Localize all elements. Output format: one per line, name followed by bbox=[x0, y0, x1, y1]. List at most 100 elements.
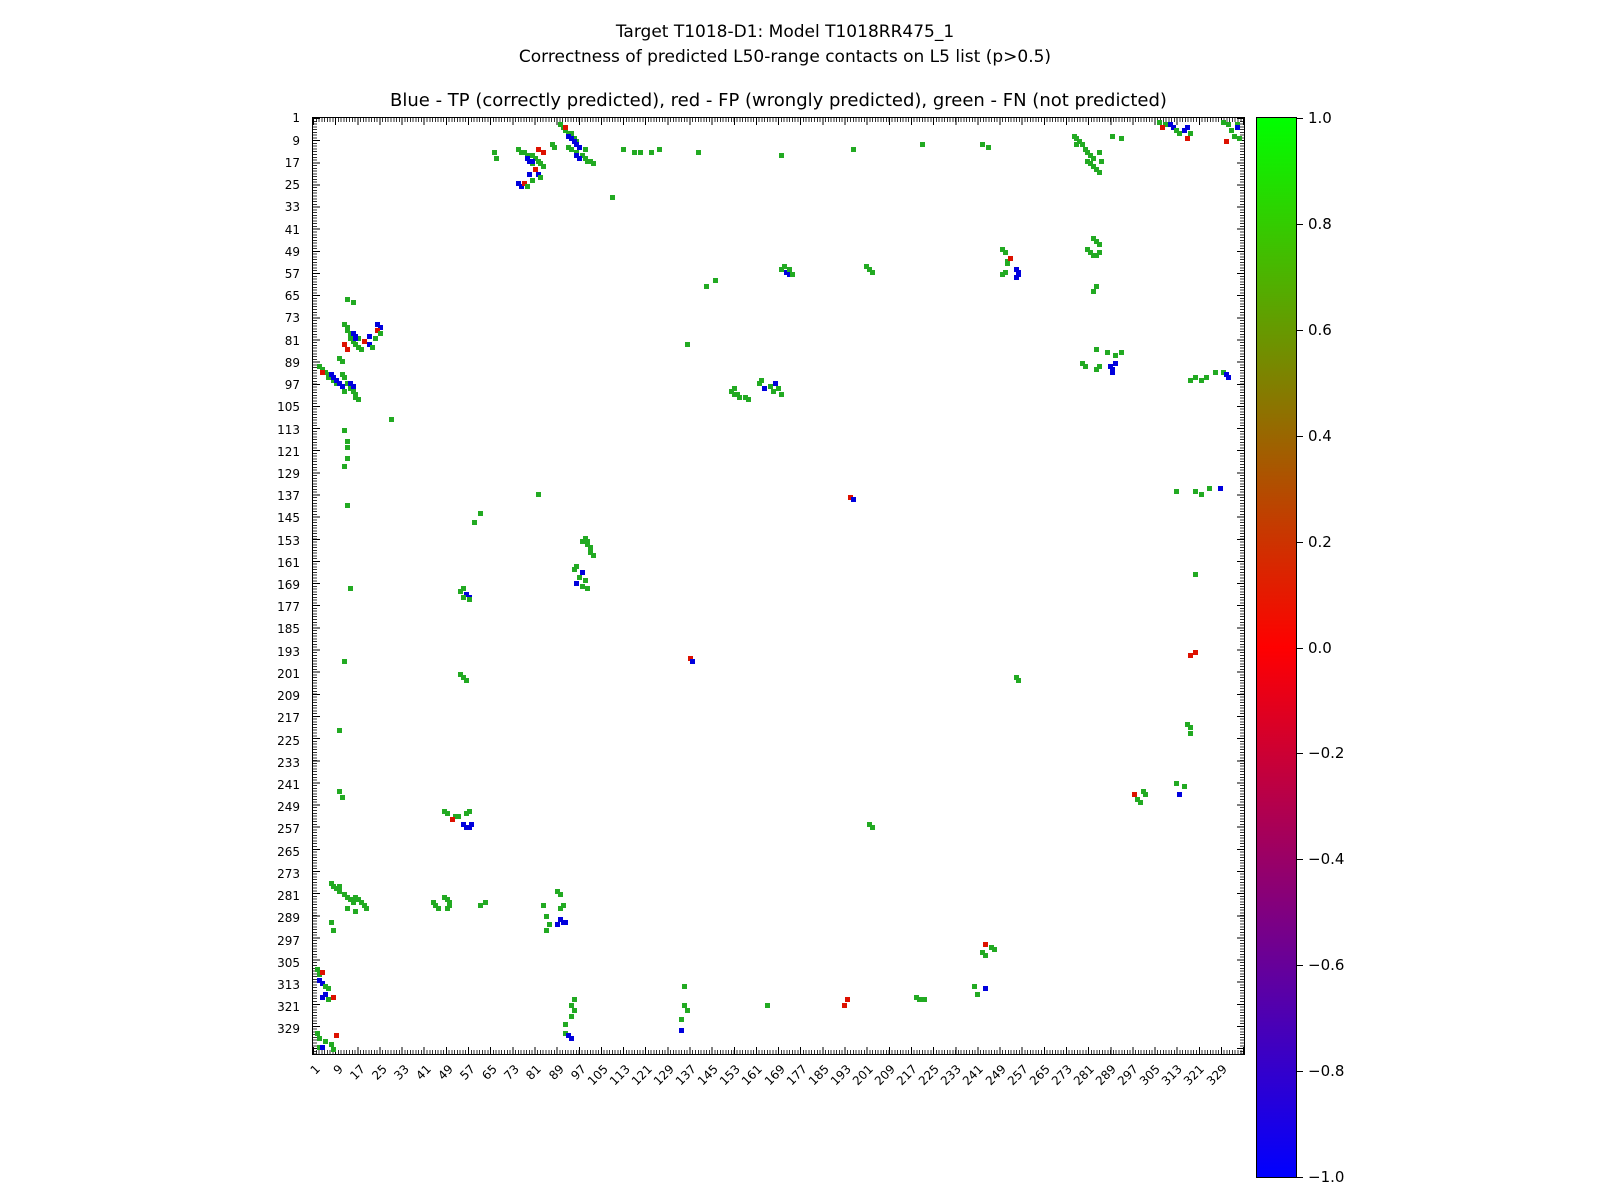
axes-title: Blue - TP (correctly predicted), red - F… bbox=[390, 90, 1167, 111]
data-point-fn bbox=[1090, 253, 1096, 258]
data-point-fp bbox=[361, 339, 367, 345]
data-point-fn bbox=[734, 391, 740, 397]
data-point-fn bbox=[461, 594, 467, 600]
data-point-fn bbox=[444, 897, 450, 903]
data-point-fn bbox=[590, 161, 596, 167]
data-point-fn bbox=[637, 150, 643, 156]
y-tick-label: 161 bbox=[277, 555, 300, 570]
data-point-fn bbox=[770, 389, 776, 395]
data-point-fn bbox=[1013, 675, 1019, 681]
data-point-fn bbox=[585, 541, 591, 547]
data-point-tp bbox=[463, 591, 469, 597]
data-point-fn bbox=[560, 902, 566, 908]
data-point-fn bbox=[317, 972, 323, 978]
y-tick-label: 9 bbox=[292, 133, 300, 148]
data-point-fp bbox=[345, 347, 350, 353]
data-point-tp bbox=[1234, 125, 1240, 131]
data-point-tp bbox=[466, 825, 472, 831]
data-point-fn bbox=[1090, 155, 1096, 161]
data-point-tp bbox=[524, 155, 530, 161]
data-point-fn bbox=[1193, 572, 1199, 578]
data-point-fn bbox=[345, 444, 350, 450]
data-point-fn bbox=[574, 139, 580, 145]
data-point-fn bbox=[1198, 378, 1204, 383]
data-point-fn bbox=[458, 672, 464, 678]
figure-title-line2: Correctness of predicted L50-range conta… bbox=[518, 46, 1052, 67]
data-point-fn bbox=[579, 153, 585, 158]
data-point-fn bbox=[983, 952, 989, 958]
data-point-fn bbox=[322, 369, 328, 375]
data-point-fn bbox=[582, 577, 588, 583]
data-point-fn bbox=[695, 150, 701, 156]
data-point-fn bbox=[980, 141, 986, 147]
data-point-tp bbox=[320, 1044, 326, 1050]
data-point-tp bbox=[1016, 269, 1022, 275]
y-tick-label: 249 bbox=[277, 800, 300, 815]
y-tick-label: 81 bbox=[284, 333, 300, 348]
data-point-fn bbox=[342, 322, 348, 328]
data-point-fn bbox=[585, 539, 591, 545]
data-point-fn bbox=[1135, 797, 1141, 803]
data-point-fn bbox=[742, 394, 748, 400]
data-point-fn bbox=[986, 144, 991, 150]
y-tick-label: 41 bbox=[284, 222, 300, 237]
colorbar-tick-mark bbox=[1297, 329, 1303, 331]
colorbar-tick-mark bbox=[1297, 859, 1303, 861]
y-tick-label: 241 bbox=[277, 778, 300, 792]
data-point-fn bbox=[461, 675, 467, 681]
data-point-fn bbox=[353, 391, 359, 397]
data-point-fn bbox=[494, 155, 500, 161]
data-point-fn bbox=[334, 380, 339, 386]
data-point-fn bbox=[588, 158, 594, 164]
data-point-fn bbox=[1002, 250, 1008, 256]
data-point-fp bbox=[1008, 255, 1014, 261]
data-point-tp bbox=[566, 133, 571, 139]
colorbar-tick-mark bbox=[1297, 223, 1303, 225]
data-point-fn bbox=[712, 278, 718, 283]
data-point-tp bbox=[1016, 272, 1022, 278]
y-tick-label: 297 bbox=[277, 933, 300, 948]
data-point-fp bbox=[687, 655, 693, 661]
data-point-fn bbox=[571, 1008, 577, 1014]
data-point-fn bbox=[1204, 375, 1210, 381]
data-point-fn bbox=[1071, 133, 1077, 139]
data-point-fn bbox=[336, 883, 342, 889]
data-point-tp bbox=[1110, 366, 1116, 372]
data-point-tp bbox=[317, 977, 323, 983]
data-point-fn bbox=[1090, 236, 1096, 242]
data-point-tp bbox=[1184, 125, 1190, 131]
colorbar-tick-label: −0.8 bbox=[1308, 1062, 1345, 1081]
data-point-fn bbox=[787, 266, 793, 272]
y-tick-label: 313 bbox=[277, 978, 300, 992]
data-point-fn bbox=[389, 416, 395, 422]
data-point-fn bbox=[322, 1039, 328, 1044]
data-point-fn bbox=[549, 141, 555, 147]
data-point-tp bbox=[1107, 364, 1113, 370]
data-point-fn bbox=[648, 150, 654, 156]
data-point-tp bbox=[328, 372, 334, 378]
y-tick-label: 321 bbox=[277, 1000, 300, 1015]
data-point-fn bbox=[571, 566, 577, 572]
data-point-fn bbox=[331, 378, 337, 383]
right-axis-minor-ticks bbox=[1240, 118, 1244, 1054]
data-point-fn bbox=[778, 266, 784, 272]
data-point-fn bbox=[621, 147, 627, 153]
y-tick-label: 305 bbox=[277, 955, 300, 970]
data-point-tp bbox=[367, 341, 373, 347]
data-point-fn bbox=[756, 380, 762, 386]
colorbar-tick-label: 0.2 bbox=[1308, 532, 1332, 551]
data-point-fn bbox=[574, 564, 580, 570]
data-point-fn bbox=[317, 364, 323, 370]
data-point-fn bbox=[869, 269, 875, 275]
data-point-tp bbox=[530, 158, 536, 164]
data-point-fn bbox=[737, 394, 743, 400]
y-tick-label: 257 bbox=[277, 822, 300, 837]
data-point-fn bbox=[339, 372, 345, 378]
data-point-fp bbox=[320, 369, 326, 375]
data-point-fn bbox=[684, 341, 690, 347]
data-point-tp bbox=[574, 153, 580, 158]
colorbar-tick-mark bbox=[1297, 1177, 1303, 1178]
data-point-fn bbox=[781, 264, 787, 270]
colorbar-tick-mark bbox=[1297, 753, 1303, 755]
data-point-fp bbox=[375, 328, 381, 333]
